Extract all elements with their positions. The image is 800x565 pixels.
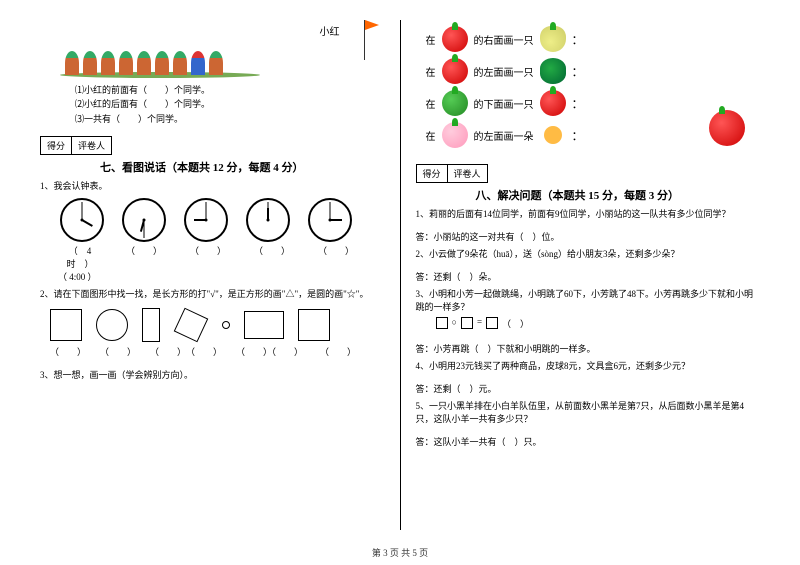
clock-3 <box>184 198 228 242</box>
q8-2: 2、小云做了9朵花（huā），送（sòng）给小朋友3朵，还剩多少朵？ <box>416 247 761 260</box>
clock-label-1: （ 4时 ） <box>58 244 102 270</box>
apple-icon <box>442 26 468 52</box>
right-column: 在 的右面画一只 ： 在 的左面画一只 ： 在 的下面画一只 ： 在 的左面画一… <box>406 20 771 530</box>
decorative-apple-icon <box>709 110 745 146</box>
q7-2: 2、请在下面图形中找一找，是长方形的打"√"，是正方形的画"△"，是圆的画"☆"… <box>40 287 385 300</box>
square-shape <box>50 309 82 341</box>
rotated-square-shape <box>174 308 209 343</box>
score-box-8: 得分 评卷人 <box>416 164 488 183</box>
score-label: 得分 <box>417 165 448 182</box>
flag-icon <box>364 20 365 62</box>
pear-icon <box>540 26 566 52</box>
clock-label-2: （ ） <box>122 244 166 270</box>
rect-vertical-shape <box>142 308 160 342</box>
page: 小红 ⑴小红的前面有（ ）个同学。 ⑵小红的后面有（ ）个同学。 ⑶一共有（ ）… <box>0 0 800 540</box>
small-circle-shape <box>222 321 230 329</box>
a8-1: 答：小丽站的这一对共有（ ）位。 <box>416 230 761 243</box>
q8-5: 5、一只小黑羊排在小白羊队伍里，从前面数小黑羊是第7只，从后面数小黑羊是第4只，… <box>416 399 761 425</box>
clock-label-3: （ ） <box>186 244 230 270</box>
score-label: 得分 <box>41 137 72 154</box>
q7-1: 1、我会认钟表。 <box>40 179 385 192</box>
q7-3: 3、想一想，画一画（学会辨别方向）。 <box>40 368 385 381</box>
a8-5: 答：这队小羊一共有（ ）只。 <box>416 435 761 448</box>
clock-sub-1: （ 4:00 ） <box>58 270 385 283</box>
apple-icon-3 <box>540 90 566 116</box>
shape-labels: （ ） （ ） （ ） （ ） （ ） （ ） （ ） <box>50 345 385 358</box>
q8-4: 4、小明用23元钱买了两种商品，皮球8元，文具盒6元，还剩多少元？ <box>416 359 761 372</box>
apple-icon-2 <box>442 58 468 84</box>
clock-label-5: （ ） <box>314 244 358 270</box>
section-8-title: 八、解决问题（本题共 15 分，每题 3 分） <box>476 187 761 203</box>
q-3: ⑶一共有（ ）个同学。 <box>75 112 385 126</box>
kids-row <box>65 51 223 75</box>
clock-2 <box>122 198 166 242</box>
q8-3: 3、小明和小芳一起做跳绳，小明跳了60下，小芳跳了48下。小芳再跳多少下就和小明… <box>416 287 761 313</box>
a8-3: 答：小芳再跳（ ）下就和小明跳的一样多。 <box>416 342 761 355</box>
page-footer: 第 3 页 共 5 页 <box>0 546 800 559</box>
clock-label-4: （ ） <box>250 244 294 270</box>
rect-horizontal-shape <box>244 311 284 339</box>
shapes-row <box>50 308 385 342</box>
flower-icon <box>540 122 566 148</box>
green-fruit-icon <box>442 90 468 116</box>
kids-illustration: 小红 <box>60 25 385 75</box>
a8-2: 答：还剩（ ）朵。 <box>416 270 761 283</box>
section-7-title: 七、看图说话（本题共 12 分，每题 4 分） <box>100 159 385 175</box>
clock-labels: （ 4时 ） （ ） （ ） （ ） （ ） <box>58 244 385 270</box>
equation-boxes: ○=（ ） <box>436 317 530 330</box>
clock-4 <box>246 198 290 242</box>
xiaohong-label: 小红 <box>320 23 340 38</box>
q-1: ⑴小红的前面有（ ）个同学。 <box>75 83 385 97</box>
a8-4: 答：还剩（ ）元。 <box>416 382 761 395</box>
score-box-7: 得分 评卷人 <box>40 136 112 155</box>
clock-1 <box>60 198 104 242</box>
grader-label: 评卷人 <box>72 137 111 154</box>
clocks-row <box>60 198 385 242</box>
q8-1: 1、莉丽的后面有14位同学，前面有9位同学，小丽站的这一队共有多少位同学？ <box>416 207 761 220</box>
watermelon-icon <box>540 58 566 84</box>
grader-label: 评卷人 <box>448 165 487 182</box>
circle-shape <box>96 309 128 341</box>
fruit-line-2: 在 的左面画一只 ： <box>426 58 761 84</box>
square-shape-2 <box>298 309 330 341</box>
sub-questions: ⑴小红的前面有（ ）个同学。 ⑵小红的后面有（ ）个同学。 ⑶一共有（ ）个同学… <box>75 83 385 126</box>
clock-5 <box>308 198 352 242</box>
column-divider <box>400 20 401 530</box>
peach-icon <box>442 122 468 148</box>
left-column: 小红 ⑴小红的前面有（ ）个同学。 ⑵小红的后面有（ ）个同学。 ⑶一共有（ ）… <box>30 20 395 530</box>
q-2: ⑵小红的后面有（ ）个同学。 <box>75 97 385 111</box>
fruit-line-1: 在 的右面画一只 ： <box>426 26 761 52</box>
